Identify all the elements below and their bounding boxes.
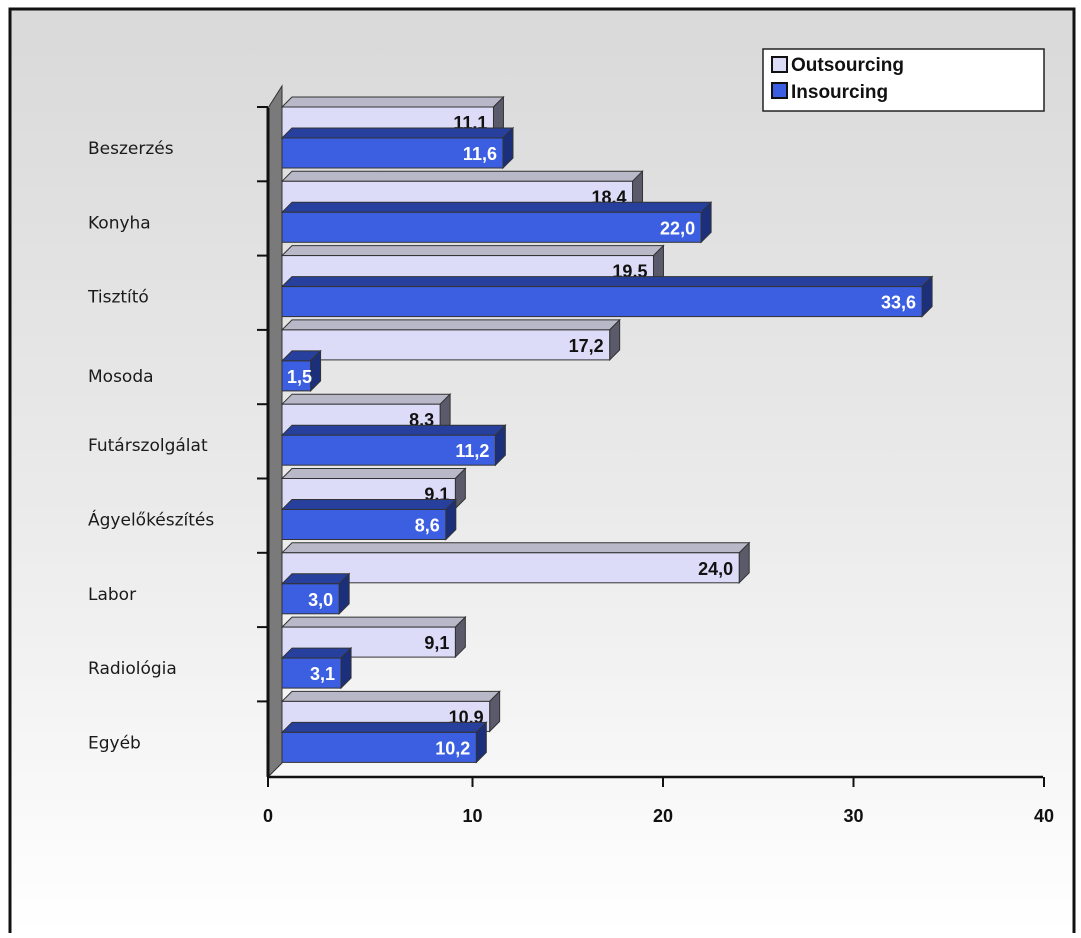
bar-insourcing-labor-top <box>280 573 351 585</box>
category-label-egyeb: Egyéb <box>88 733 141 753</box>
category-label-tisztito: Tisztító <box>87 288 149 308</box>
legend-label-outsourcing: Outsourcing <box>791 55 904 76</box>
category-label-mosoda: Mosoda <box>88 367 154 387</box>
bar-insourcing-konyha-value-label: 22,0 <box>660 218 695 238</box>
bar-outsourcing-labor-value-label: 24,0 <box>698 559 733 579</box>
bar-insourcing-agyelokeszites <box>281 509 447 540</box>
bar-outsourcing-mosoda <box>281 329 611 361</box>
category-label-radiologia: Radiológia <box>88 659 177 679</box>
bar-outsourcing-agyelokeszites-top <box>280 468 467 479</box>
bar-insourcing-futarszolgalat <box>281 434 496 466</box>
bar-insourcing-konyha-top <box>280 201 713 213</box>
bar-outsourcing-labor <box>281 552 740 584</box>
bar-insourcing-agyelokeszites-top <box>280 499 458 510</box>
bar-outsourcing-konyha-top <box>280 170 644 182</box>
bar-insourcing-tisztito-value-label: 33,6 <box>881 293 916 313</box>
bar-insourcing-konyha <box>281 211 702 243</box>
bar-insourcing-tisztito-top <box>280 276 934 288</box>
bar-insourcing-beszerzes-value-label: 11,6 <box>463 144 497 164</box>
category-label-agyelokeszites: Ágyelőkészítés <box>88 509 214 531</box>
category-label-konyha: Konyha <box>88 213 151 233</box>
bar-insourcing-egyeb-value-label: 10,2 <box>435 738 470 758</box>
chart-background <box>10 9 1074 933</box>
bar-insourcing-tisztito <box>281 286 923 318</box>
category-label-beszerzes: Beszerzés <box>88 139 174 159</box>
bar-outsourcing-radiologia-top <box>280 616 467 628</box>
bar-insourcing-egyeb <box>281 731 477 763</box>
bar-outsourcing-mosoda-value-label: 17,2 <box>569 336 604 356</box>
legend-box <box>762 48 1045 112</box>
category-label-futarszolgalat: Futárszolgálat <box>88 436 208 456</box>
bar-insourcing-radiologia-top <box>280 647 353 659</box>
legend-swatch-outsourcing <box>771 56 788 73</box>
bar-outsourcing-radiologia-value-label: 9,1 <box>424 633 449 653</box>
x-tick-label: 30 <box>843 806 863 826</box>
x-tick-label: 20 <box>653 806 673 826</box>
x-tick-label: 0 <box>263 806 273 826</box>
bar-insourcing-futarszolgalat-value-label: 11,2 <box>455 441 489 461</box>
bar-insourcing-mosoda <box>281 360 312 392</box>
bar-insourcing-agyelokeszites-value-label: 8,6 <box>415 516 440 536</box>
bar-outsourcing-egyeb-top <box>280 690 501 702</box>
chart-border <box>8 7 1076 933</box>
legend-swatch-insourcing <box>771 82 788 99</box>
x-tick-label: 40 <box>1034 806 1054 826</box>
bar-insourcing-futarszolgalat-top <box>280 424 507 436</box>
bar-insourcing-labor <box>281 583 340 615</box>
x-tick-label: 10 <box>462 806 482 826</box>
bar-insourcing-labor-value-label: 3,0 <box>308 590 333 610</box>
axis-wall <box>267 84 283 779</box>
legend: Outsourcing Insourcing <box>762 48 1045 112</box>
bar-insourcing-mosoda-value-label: 1,5 <box>287 367 312 387</box>
bar-insourcing-beszerzes-top <box>280 127 515 139</box>
bar-insourcing-radiologia-value-label: 3,1 <box>310 664 335 684</box>
bar-insourcing-beszerzes <box>281 137 504 169</box>
bar-outsourcing-tisztito-top <box>280 245 665 257</box>
legend-label-insourcing: Insourcing <box>791 82 888 103</box>
bar-outsourcing-mosoda-top <box>280 319 621 331</box>
bar-outsourcing-futarszolgalat-top <box>280 393 452 405</box>
bar-insourcing-radiologia <box>281 657 342 689</box>
bar-outsourcing-labor-top <box>280 542 751 554</box>
bar-outsourcing-beszerzes-top <box>280 96 505 108</box>
category-label-labor: Labor <box>88 585 136 605</box>
bar-insourcing-egyeb-top <box>280 721 488 733</box>
